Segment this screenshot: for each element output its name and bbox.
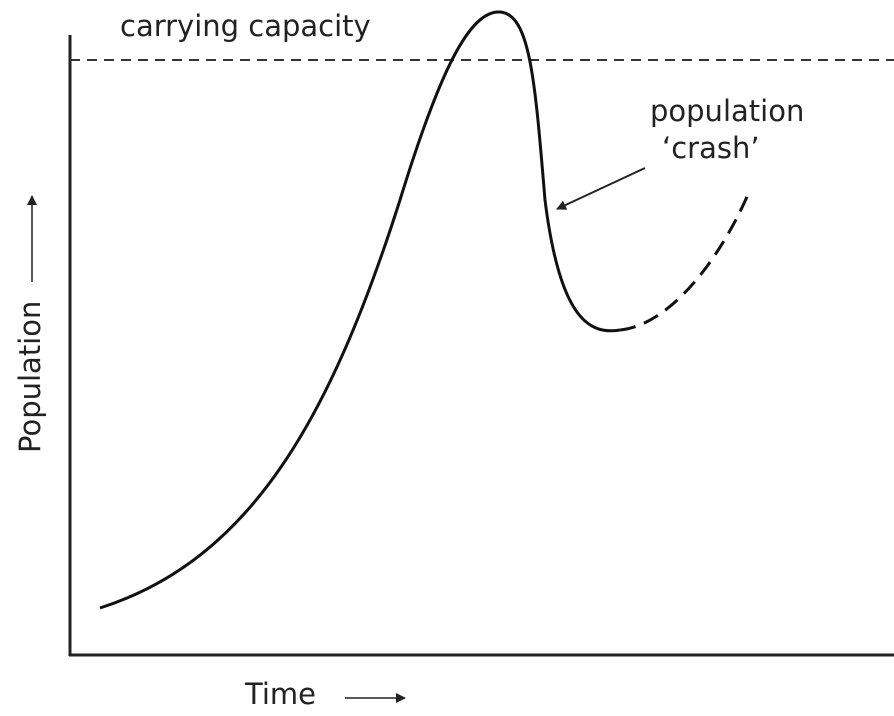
crash-label: ‘crash’ [662,131,760,165]
x-axis-label: Time [244,677,316,711]
crash-label: population [650,94,804,128]
crash-arrow [556,167,646,210]
y-axis-label: Population [13,301,47,453]
population-curve [99,10,621,610]
carrying-capacity-label: carrying capacity [120,9,371,43]
projected-curve [619,189,752,332]
